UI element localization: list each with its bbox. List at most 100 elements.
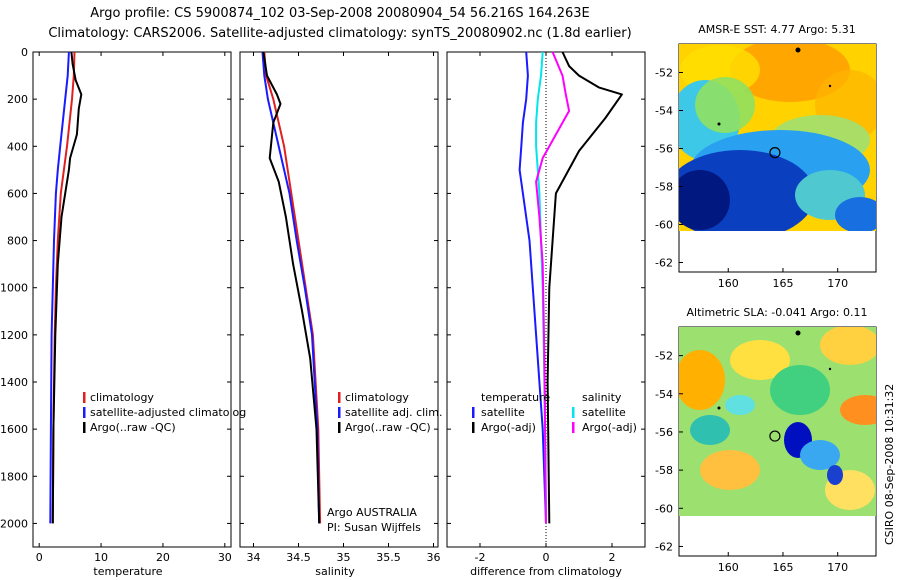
legend-label: Argo(-adj) (582, 421, 637, 434)
x-tick-label: 165 (772, 561, 793, 574)
x-tick-label: 0 (36, 551, 43, 564)
island-mark (828, 84, 832, 88)
legend-swatch-sal-argo (572, 422, 575, 433)
series-line (535, 51, 571, 524)
y-tick-label: 600 (7, 187, 28, 200)
sla-map-title: Altimetric SLA: -0.041 Argo: 0.11 (687, 306, 868, 319)
legend-swatch-climatology (338, 392, 341, 403)
series-line (49, 51, 70, 524)
temperature-axis-label: temperature (93, 565, 162, 578)
argo-australia-annotation: Argo AUSTRALIA (327, 506, 417, 519)
x-tick-label: -2 (475, 551, 486, 564)
salinity-legend: climatology satellite adj. clim. Argo(..… (338, 391, 442, 434)
csiro-timestamp: CSIRO 08-Sep-2008 10:31:32 (883, 384, 896, 545)
legend-label: climatology (345, 391, 409, 404)
island-mark (795, 330, 801, 336)
legend-label: Argo(..raw -QC) (345, 421, 431, 434)
legend-swatch-satellite (338, 407, 341, 418)
y-tick-label: -54 (655, 105, 673, 118)
sst-deep-blue-patch (679, 170, 730, 230)
chart-title-line-1: Argo profile: CS 5900874_102 03-Sep-2008… (90, 6, 590, 21)
island-mark (717, 122, 721, 126)
x-tick-label: 160 (718, 561, 739, 574)
y-tick-label: -52 (655, 67, 673, 80)
legend-label: satellite-adjusted climatolog (90, 406, 246, 419)
x-tick-label: 35.5 (376, 551, 401, 564)
sst-blue-patch (835, 197, 876, 231)
x-tick-label: 34.5 (286, 551, 311, 564)
legend-label: Argo(-adj) (481, 421, 536, 434)
island-mark (795, 47, 801, 53)
legend-header-temperature: temperature (481, 391, 550, 404)
sla-low-patch (827, 465, 843, 485)
y-tick-label: 2000 (0, 517, 28, 530)
y-tick-label: -58 (655, 181, 673, 194)
legend-swatch-sal-satellite (572, 407, 575, 418)
sla-teal-patch (690, 415, 730, 445)
x-tick-label: 34 (247, 551, 261, 564)
y-tick-label: 800 (7, 235, 28, 248)
salinity-plot-frame (239, 51, 439, 548)
legend-label: satellite (582, 406, 626, 419)
x-tick-label: 0 (543, 551, 550, 564)
island-mark (717, 406, 721, 410)
y-tick-label: 200 (7, 93, 28, 106)
y-tick-label: 1000 (0, 282, 28, 295)
series-line (51, 51, 83, 524)
legend-swatch-temp-argo (472, 422, 475, 433)
sla-high-patch (730, 340, 790, 380)
y-tick-label: -56 (655, 143, 673, 156)
y-tick-label: -52 (655, 350, 673, 363)
y-tick-label: -60 (655, 502, 673, 515)
island-mark (828, 367, 832, 371)
sla-high-patch (840, 395, 876, 425)
y-tick-label: 0 (21, 46, 28, 59)
sla-low-patch (800, 440, 840, 470)
x-tick-label: 170 (827, 277, 848, 290)
temperature-plot-frame (32, 51, 232, 548)
pi-annotation: PI: Susan Wijffels (327, 521, 421, 534)
sst-map-title: AMSR-E SST: 4.77 Argo: 5.31 (698, 23, 856, 36)
legend-label: satellite (481, 406, 525, 419)
series-line (261, 51, 321, 524)
y-tick-label: -60 (655, 219, 673, 232)
y-tick-label: -54 (655, 388, 673, 401)
x-tick-label: 160 (718, 277, 739, 290)
sla-high-patch (700, 450, 760, 490)
y-tick-label: 1600 (0, 423, 28, 436)
temperature-legend: climatology satellite-adjusted climatolo… (83, 391, 246, 434)
legend-swatch-satellite (83, 407, 86, 418)
sst-green-patch (695, 77, 755, 133)
series-line (518, 51, 547, 524)
y-tick-label: 1400 (0, 376, 28, 389)
series-line (546, 51, 623, 524)
salinity-axis-label: salinity (315, 565, 355, 578)
x-tick-label: 165 (772, 277, 793, 290)
profile-location-marker (769, 147, 781, 159)
x-tick-label: 10 (94, 551, 108, 564)
x-tick-label: 170 (827, 561, 848, 574)
legend-swatch-argo (83, 422, 86, 433)
y-tick-label: 1800 (0, 470, 28, 483)
sla-field (679, 327, 876, 516)
legend-swatch-climatology (83, 392, 86, 403)
legend-label: satellite adj. clim. (345, 406, 442, 419)
legend-label: climatology (90, 391, 154, 404)
legend-header-salinity: salinity (582, 391, 622, 404)
difference-legend: temperature satellite Argo(-adj) salinit… (472, 391, 637, 434)
x-tick-label: 30 (218, 551, 232, 564)
profile-location-marker (769, 430, 781, 442)
series-line (262, 51, 321, 524)
x-tick-label: 20 (156, 551, 170, 564)
sla-teal-patch (725, 395, 755, 415)
sst-field (679, 44, 876, 231)
legend-label: Argo(..raw -QC) (90, 421, 176, 434)
sla-high-patch (679, 350, 725, 410)
sla-high-patch (820, 327, 876, 365)
legend-swatch-temp-satellite (472, 407, 475, 418)
sla-green-patch (770, 365, 830, 415)
chart-title-line-2: Climatology: CARS2006. Satellite-adjuste… (48, 26, 632, 41)
y-tick-label: -62 (655, 257, 673, 270)
y-tick-label: 400 (7, 140, 28, 153)
